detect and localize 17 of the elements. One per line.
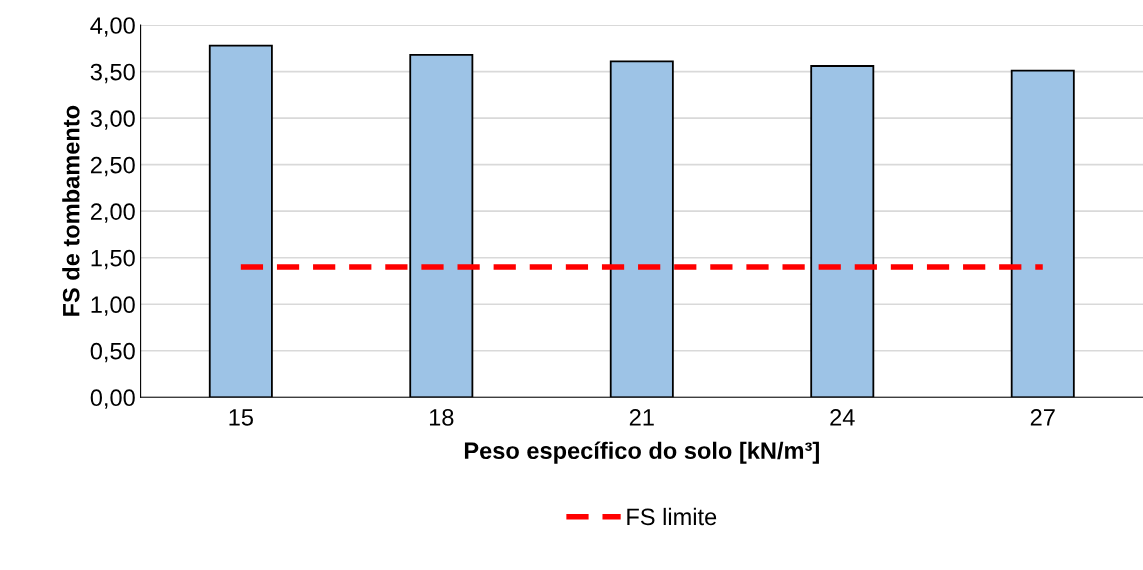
x-tick-label: 21 — [629, 409, 654, 426]
y-tick-label: 0,50 — [90, 342, 135, 363]
legend-label: FS limite — [627, 507, 717, 526]
x-tick-label: 15 — [229, 409, 253, 426]
y-tick-label: 3,50 — [90, 63, 135, 84]
y-tick-label: 4,00 — [90, 17, 135, 37]
y-tick-label: 2,50 — [90, 156, 135, 177]
y-axis-title: FS de tombamento — [62, 105, 80, 316]
x-axis-title: Peso específico do solo [kN/m³] — [464, 441, 819, 464]
x-tick-label: 24 — [830, 409, 855, 426]
x-tick-label: 27 — [1030, 409, 1055, 426]
x-tick-label: 18 — [429, 409, 454, 426]
y-tick-label: 0,00 — [90, 389, 135, 409]
y-tick-label: 2,00 — [90, 203, 135, 223]
y-tick-label: 1,50 — [91, 249, 135, 270]
y-tick-label: 3,00 — [90, 110, 135, 130]
y-tick-label: 1,00 — [91, 296, 135, 316]
